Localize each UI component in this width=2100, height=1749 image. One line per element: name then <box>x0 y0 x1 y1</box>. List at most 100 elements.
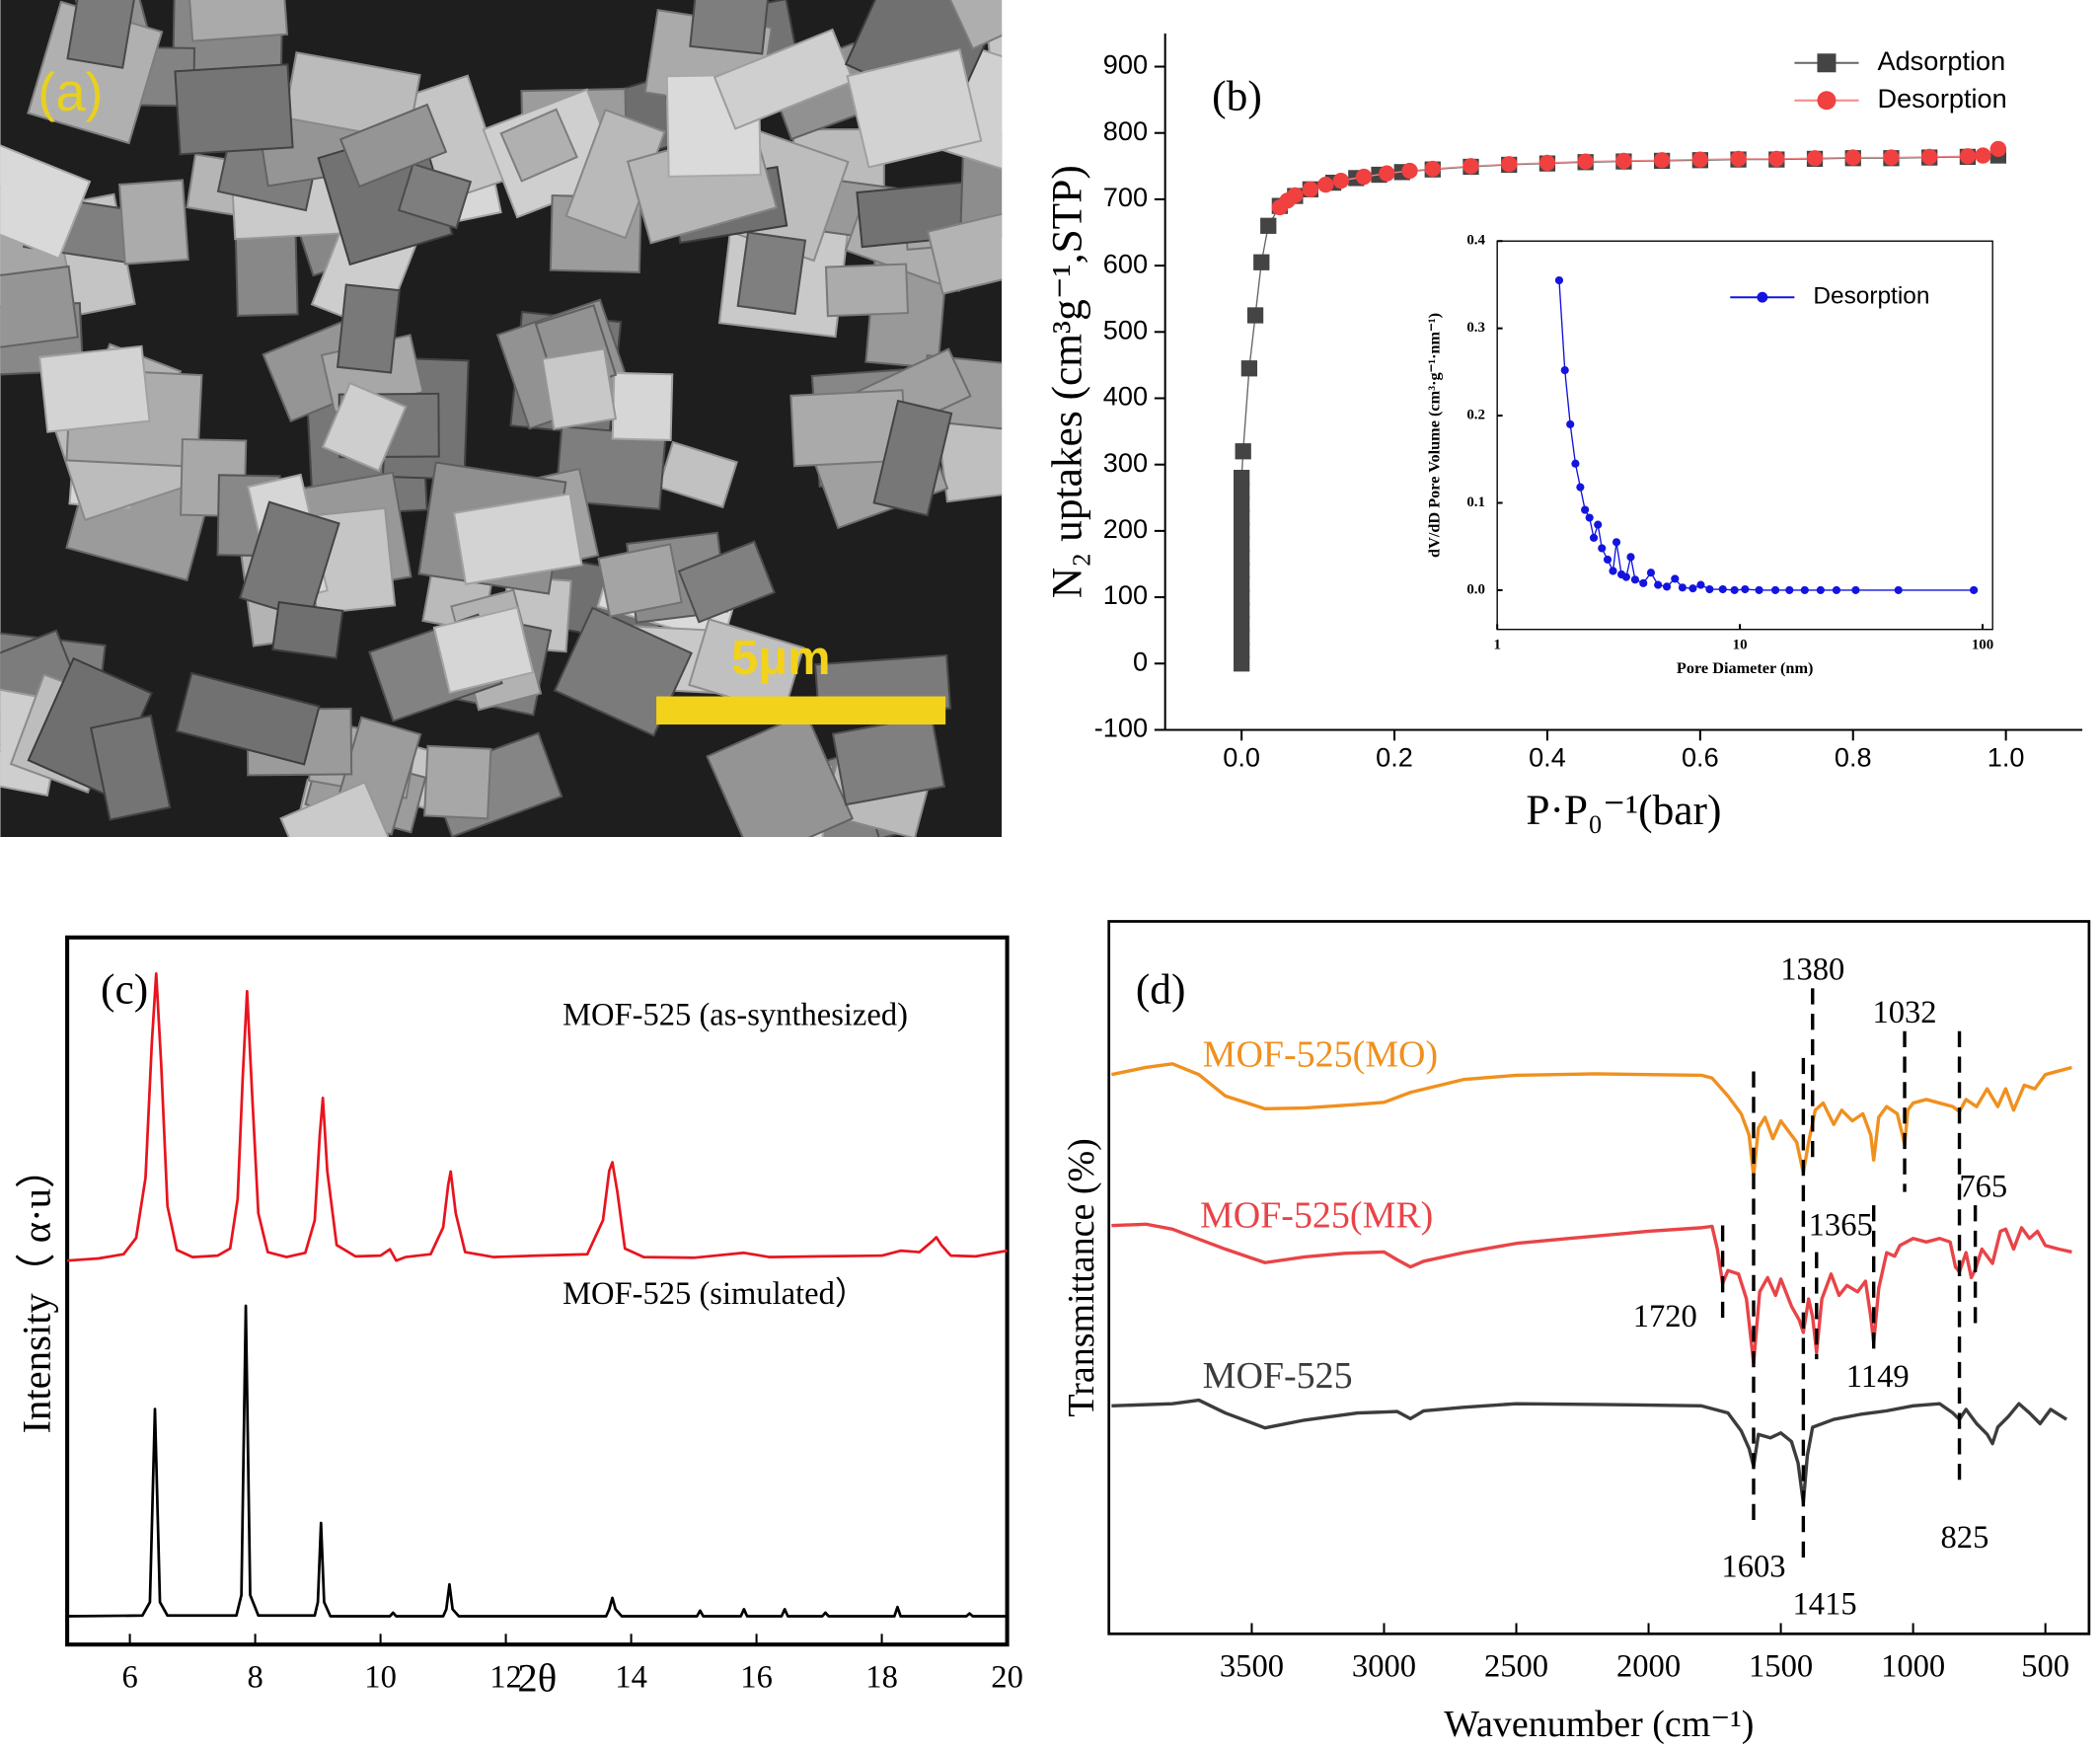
x-axis-label: Wavenumber (cm⁻¹) <box>1444 1704 1754 1745</box>
panel-label: (d) <box>1136 966 1186 1014</box>
marker <box>1554 275 1564 285</box>
y-tick-label: 800 <box>1103 115 1148 146</box>
marker <box>1730 585 1739 594</box>
marker <box>1646 569 1656 577</box>
marker <box>1970 585 1979 594</box>
marker <box>1233 536 1250 553</box>
marker <box>1462 158 1479 175</box>
crystal <box>677 540 776 624</box>
series-line <box>1558 279 1975 591</box>
y-tick-label: 900 <box>1103 49 1148 80</box>
marker <box>1975 147 1991 164</box>
x-axis-label: 2θ <box>517 1656 557 1701</box>
marker <box>1817 53 1837 73</box>
x-tick-label: 3000 <box>1352 1649 1416 1685</box>
x-tick-label: 8 <box>247 1659 262 1695</box>
series-label: MOF-525(MR) <box>1200 1194 1433 1236</box>
marker <box>1246 307 1264 324</box>
marker <box>1785 585 1794 594</box>
marker <box>1691 151 1708 168</box>
marker <box>1621 572 1630 581</box>
marker <box>1921 148 1938 166</box>
crystal <box>271 600 344 659</box>
marker <box>1501 156 1518 173</box>
crystal <box>0 143 92 261</box>
legend-label: Desorption <box>1813 283 1929 310</box>
crystal <box>238 500 340 621</box>
marker <box>1233 615 1250 633</box>
marker <box>1741 584 1750 594</box>
series-line <box>1111 1398 2068 1505</box>
panel-label: (a) <box>38 62 103 122</box>
marker <box>1883 149 1900 166</box>
crystal <box>338 103 448 189</box>
marker <box>1609 567 1617 575</box>
marker <box>1560 366 1569 375</box>
panel-label: (b) <box>1212 73 1262 120</box>
marker <box>1233 602 1250 619</box>
marker <box>1581 505 1590 514</box>
crystal <box>183 0 289 42</box>
x-tick-label: 0.0 <box>1223 741 1260 772</box>
peak-label: 1149 <box>1846 1359 1910 1395</box>
x-axis-label: Pore Diameter (nm) <box>1677 658 1814 677</box>
y-axis-label: Transmittance (%) <box>1061 1138 1102 1416</box>
peak-label: 1380 <box>1780 952 1844 988</box>
marker <box>1817 91 1837 111</box>
marker <box>1571 459 1580 468</box>
crystal <box>175 671 321 766</box>
marker <box>1401 162 1418 180</box>
crystal <box>712 28 855 130</box>
plot-frame <box>1107 920 2091 1635</box>
crystal <box>0 265 80 351</box>
marker <box>1233 495 1250 513</box>
x-tick-label: 10 <box>1733 638 1748 653</box>
scale-bar <box>656 696 946 725</box>
marker <box>1235 443 1251 460</box>
y-tick-label: 200 <box>1103 513 1148 544</box>
crystal <box>611 371 674 441</box>
marker <box>1598 544 1607 553</box>
marker <box>1816 585 1825 594</box>
crystal <box>541 347 618 430</box>
crystal <box>117 179 189 266</box>
marker <box>1233 509 1250 526</box>
x-tick-label: 2500 <box>1484 1649 1548 1685</box>
series-line <box>67 971 1008 1262</box>
marker <box>1653 152 1671 169</box>
x-tick-label: 20 <box>991 1659 1023 1695</box>
plot-frame <box>1496 240 1993 631</box>
x-tick-label: 0.8 <box>1835 741 1872 772</box>
series-label: MOF-525 <box>1203 1355 1353 1397</box>
marker <box>1271 198 1289 216</box>
marker <box>1233 469 1250 487</box>
marker <box>1705 584 1714 594</box>
crystal <box>923 0 1003 50</box>
peak-label: 1032 <box>1872 995 1936 1030</box>
peak-label: 1720 <box>1633 1299 1697 1334</box>
x-tick-label: 3500 <box>1220 1649 1284 1685</box>
crystal <box>423 744 492 820</box>
marker <box>1615 152 1632 170</box>
crystal <box>336 283 401 374</box>
peak-label: 1603 <box>1721 1550 1785 1585</box>
marker <box>1730 150 1747 168</box>
marker <box>1844 149 1861 166</box>
crystal <box>831 715 946 806</box>
y-tick-label: -100 <box>1094 713 1148 743</box>
crystal <box>824 263 910 318</box>
y-tick-label: 0.3 <box>1466 320 1485 336</box>
crystal <box>89 714 172 821</box>
marker <box>1696 580 1705 589</box>
crystal <box>321 381 408 473</box>
marker <box>1260 217 1277 234</box>
series-label: MOF-525(MO) <box>1203 1034 1438 1076</box>
marker <box>1662 582 1672 591</box>
marker <box>1959 148 1977 165</box>
crystal <box>872 399 953 517</box>
y-tick-label: 0.4 <box>1466 233 1485 249</box>
crystal <box>279 781 412 838</box>
marker <box>1576 483 1585 492</box>
x-tick-label: 16 <box>740 1659 773 1695</box>
